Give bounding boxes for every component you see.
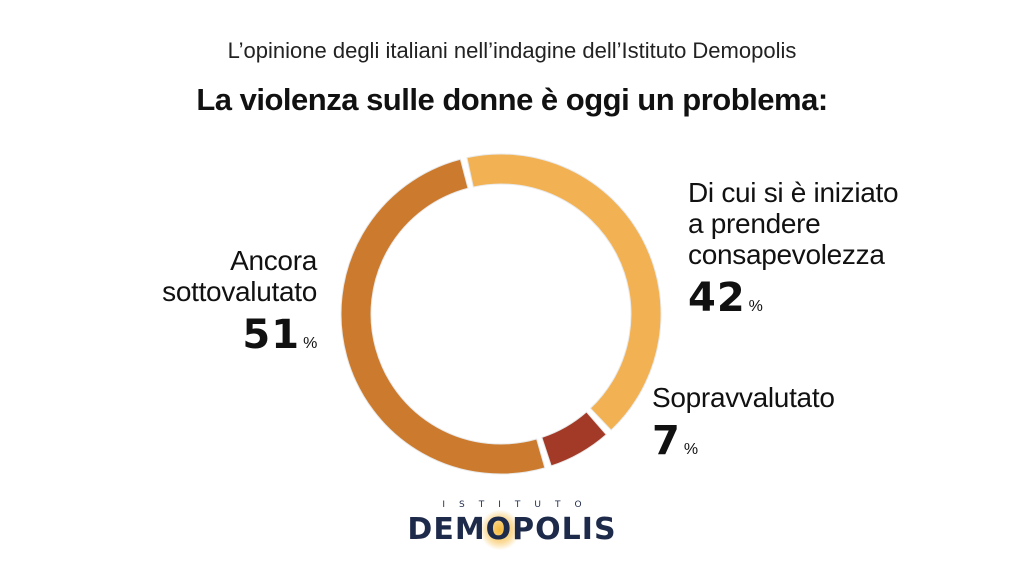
value-sottovalutato-unit: % <box>303 335 317 352</box>
chart-subtitle: L’opinione degli italiani nell’indagine … <box>227 38 797 63</box>
donut-slice-0 <box>466 153 662 431</box>
logo-main-text: DEMOPOLIS <box>407 509 617 550</box>
label-sottovalutato: Ancora sottovalutato 51% <box>97 245 317 364</box>
label-consapevolezza-line3: consapevolezza <box>688 239 885 270</box>
logo-top-text: ISTITUTO <box>442 500 596 510</box>
value-sopravvalutato: 7% <box>652 421 952 470</box>
value-sottovalutato: 51% <box>97 315 317 364</box>
value-sottovalutato-number: 51 <box>242 312 301 358</box>
donut-slice-2 <box>340 158 546 475</box>
label-consapevolezza-line1: Di cui si è iniziato <box>688 177 899 208</box>
value-sopravvalutato-unit: % <box>683 441 698 458</box>
label-sottovalutato-line1: Ancora <box>230 245 317 276</box>
value-consapevolezza-number: 42 <box>688 275 746 321</box>
label-sopravvalutato-line1: Sopravvalutato <box>652 382 835 413</box>
label-consapevolezza: Di cui si è iniziato a prendere consapev… <box>688 177 988 327</box>
logo-wordmark: DEMOPOLIS <box>407 512 617 547</box>
label-sottovalutato-line2: sottovalutato <box>162 276 317 307</box>
value-consapevolezza-unit: % <box>748 298 763 315</box>
donut-slice-1 <box>541 411 607 467</box>
label-sopravvalutato: Sopravvalutato 7% <box>652 382 952 470</box>
value-consapevolezza: 42% <box>688 278 988 327</box>
chart-title: La violenza sulle donne è oggi un proble… <box>196 82 828 117</box>
value-sopravvalutato-number: 7 <box>652 418 681 464</box>
label-consapevolezza-line2: a prendere <box>688 208 821 239</box>
demopolis-logo: ISTITUTO DEMOPOLIS <box>0 500 1024 550</box>
